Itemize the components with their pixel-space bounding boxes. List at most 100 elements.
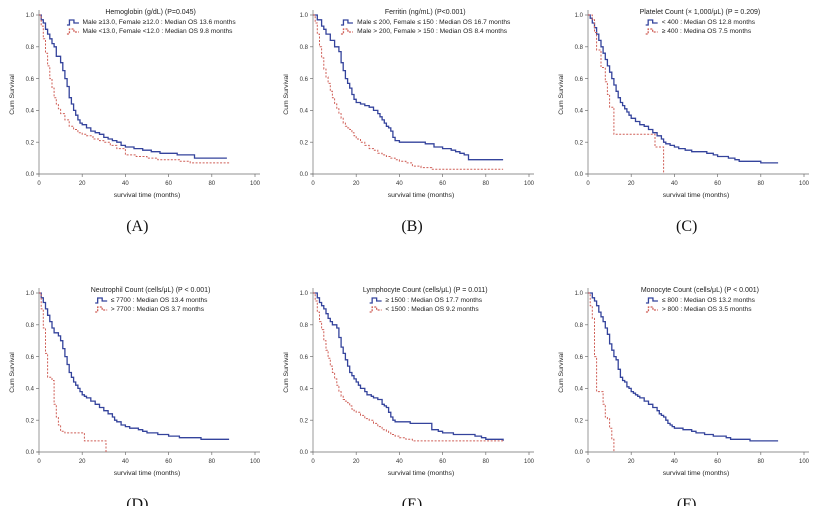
svg-text:0.6: 0.6 [575,355,584,361]
svg-text:survival time (months): survival time (months) [388,192,454,199]
legend-label: > 7700 : Median OS 3.7 months [110,306,204,313]
svg-text:40: 40 [122,181,129,187]
svg-text:20: 20 [353,459,360,465]
legend-label: ≤ 800 : Median OS 13.2 months [661,297,755,304]
legend-label: ≥ 1500 : Median OS 17.7 months [385,297,483,304]
svg-text:80: 80 [208,459,215,465]
svg-text:60: 60 [165,181,172,187]
svg-text:80: 80 [758,181,765,187]
legend-label: ≤ 7700 : Median OS 13.4 months [110,297,208,304]
svg-text:0.0: 0.0 [300,450,309,456]
svg-text:80: 80 [758,459,765,465]
step-line-icon [645,19,658,26]
km-plot-monocyte: 0.0 0.2 0.4 0.6 0.8 1.0 0 20 40 60 80 100 Cum Surviv… [554,280,819,487]
svg-text:1.0: 1.0 [575,13,584,19]
svg-text:100: 100 [524,181,535,187]
chart-legend: Male ≤ 200, Female ≤ 150 : Median OS 16.… [340,18,510,36]
panel-label: (A) [126,218,149,235]
chart-legend: ≥ 1500 : Median OS 17.7 months < 1500 : … [368,296,482,314]
legend-label: > 800 : Median OS 3.5 months [661,306,752,313]
chart-legend: Male ≥13.0, Female ≥12.0 : Median OS 13.… [66,18,236,36]
km-panel-b: 0.0 0.2 0.4 0.6 0.8 1.0 0 20 40 60 80 100 Cum Surviv… [275,2,550,236]
svg-text:0: 0 [586,181,590,187]
step-line-icon [341,28,354,35]
svg-text:0: 0 [586,459,590,465]
panel-label: (E) [401,496,423,506]
legend-label: Male > 200, Female > 150 : Median OS 8.4… [357,28,508,35]
chart-legend: < 400 : Median OS 12.8 months ≥ 400 : Me… [645,18,755,36]
svg-text:0.6: 0.6 [25,355,34,361]
svg-text:Cum Survival: Cum Survival [9,352,16,393]
svg-text:0.0: 0.0 [575,450,584,456]
legend-label: ≥ 400 : Medina OS 7.5 months [661,28,752,35]
svg-text:20: 20 [79,181,86,187]
survival-chart-platelet: 0.0 0.2 0.4 0.6 0.8 1.0 0 20 40 60 80 100 Cum Surviv… [558,10,810,199]
km-plot-platelet: 0.0 0.2 0.4 0.6 0.8 1.0 0 20 40 60 80 100 Cum Surviv… [554,2,819,209]
svg-text:60: 60 [714,459,721,465]
chart-title: Platelet Count (× 1,000/μL) (P = 0.209) [639,9,761,16]
svg-text:40: 40 [671,459,678,465]
chart-legend: ≤ 800 : Median OS 13.2 months > 800 : Me… [645,296,755,314]
chart-legend-block: Lymphocyte Count (cells/μL) (P = 0.011) … [363,287,488,319]
svg-text:survival time (months): survival time (months) [663,470,729,477]
legend-item-group1: ≥ 1500 : Median OS 17.7 months [368,296,482,305]
svg-text:0: 0 [37,459,41,465]
svg-text:0.4: 0.4 [575,109,584,115]
chart-legend-block: Neutrophil Count (cells/μL) (P < 0.001) … [91,287,211,319]
legend-label: Male <13.0, Female <12.0 : Median OS 9.8… [82,28,233,35]
svg-text:60: 60 [714,181,721,187]
svg-text:0.0: 0.0 [25,450,34,456]
svg-text:40: 40 [671,181,678,187]
chart-legend-block: Monocyte Count (cells/μL) (P < 0.001) ≤ … [641,287,759,319]
svg-text:0: 0 [312,181,316,187]
survival-chart-neutrophil: 0.0 0.2 0.4 0.6 0.8 1.0 0 20 40 60 80 100 Cum Surviv… [9,288,261,477]
svg-text:100: 100 [250,181,261,187]
svg-text:Cum Survival: Cum Survival [558,74,565,115]
svg-text:0.8: 0.8 [575,323,584,329]
svg-text:0.6: 0.6 [300,355,309,361]
legend-item-group1: Male ≤ 200, Female ≤ 150 : Median OS 16.… [340,18,510,27]
step-line-icon [66,28,79,35]
svg-text:40: 40 [397,181,404,187]
svg-text:0.2: 0.2 [25,140,34,146]
svg-text:80: 80 [483,459,490,465]
svg-text:0: 0 [312,459,316,465]
svg-text:0.8: 0.8 [25,45,34,51]
svg-text:0: 0 [37,181,41,187]
svg-text:20: 20 [79,459,86,465]
legend-label: Male ≤ 200, Female ≤ 150 : Median OS 16.… [357,19,511,26]
legend-item-group2: ≥ 400 : Medina OS 7.5 months [645,27,755,36]
legend-item-group2: Male > 200, Female > 150 : Median OS 8.4… [340,27,510,36]
svg-text:0.6: 0.6 [300,77,309,83]
svg-text:0.2: 0.2 [300,418,309,424]
svg-text:0.4: 0.4 [25,109,34,115]
legend-item-group1: < 400 : Median OS 12.8 months [645,18,755,27]
svg-text:60: 60 [440,459,447,465]
legend-item-group2: > 7700 : Median OS 3.7 months [94,305,208,314]
km-plot-neutrophil: 0.0 0.2 0.4 0.6 0.8 1.0 0 20 40 60 80 100 Cum Surviv… [5,280,270,487]
panel-label: (C) [675,218,698,235]
svg-text:60: 60 [165,459,172,465]
svg-text:0.4: 0.4 [300,387,309,393]
svg-text:1.0: 1.0 [25,291,34,297]
step-line-icon [94,297,107,304]
step-line-icon [369,297,382,304]
svg-text:0.8: 0.8 [300,45,309,51]
chart-title: Ferritin (ng/mL) (P<0.001) [384,9,466,16]
svg-text:0.8: 0.8 [300,323,309,329]
svg-text:100: 100 [250,459,261,465]
panel-label: (B) [401,218,423,235]
svg-text:20: 20 [628,459,635,465]
svg-text:100: 100 [799,181,810,187]
step-line-icon [94,306,107,313]
km-panel-f: 0.0 0.2 0.4 0.6 0.8 1.0 0 20 40 60 80 100 Cum Surviv… [549,280,824,506]
step-line-icon [369,306,382,313]
chart-legend-block: Platelet Count (× 1,000/μL) (P = 0.209) … [640,9,761,41]
svg-text:survival time (months): survival time (months) [114,470,180,477]
chart-title: Lymphocyte Count (cells/μL) (P = 0.011) [362,287,488,294]
svg-text:0.8: 0.8 [575,45,584,51]
svg-text:1.0: 1.0 [575,291,584,297]
svg-text:40: 40 [397,459,404,465]
